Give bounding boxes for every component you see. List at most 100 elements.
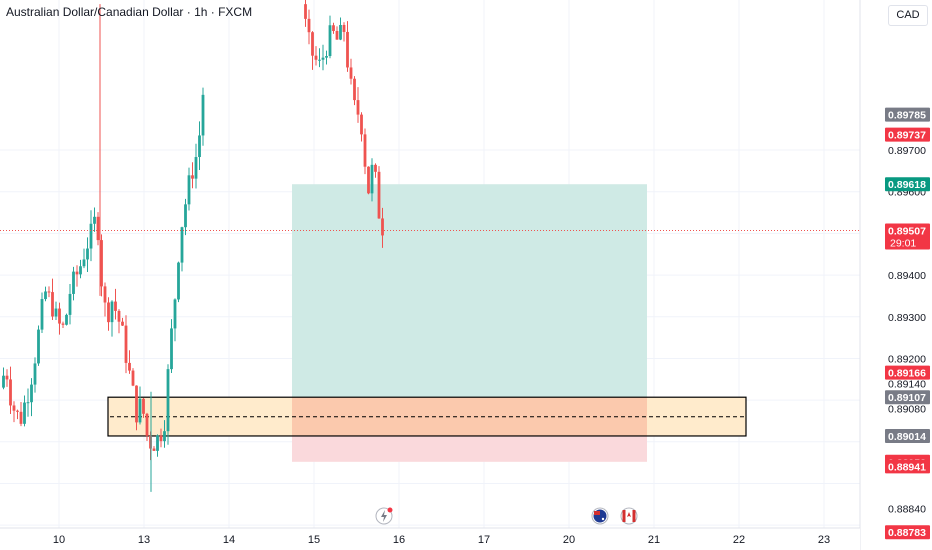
time-tick-label: 20 — [563, 534, 575, 546]
candle-body — [138, 398, 142, 423]
candle-body — [356, 100, 360, 115]
candle-body — [65, 314, 68, 325]
candle-body — [37, 329, 40, 364]
candle-body — [54, 308, 58, 317]
candle-body — [16, 410, 19, 412]
candle-body — [110, 301, 114, 323]
price-label-tag — [885, 127, 930, 142]
candle-body — [314, 55, 318, 60]
price-tick-label: 0.89080 — [888, 403, 926, 415]
candle-body — [180, 227, 184, 263]
candle-body — [177, 262, 180, 300]
candle-body — [367, 166, 370, 194]
price-tick-label: 0.89140 — [888, 378, 926, 390]
lightning-icon[interactable] — [375, 507, 393, 525]
candle-body — [381, 218, 384, 236]
candle-body — [128, 362, 131, 371]
candle-body — [19, 411, 23, 424]
candle-body — [304, 4, 307, 19]
candle-body — [349, 67, 353, 79]
candle-body — [321, 57, 325, 60]
time-tick-label: 13 — [138, 534, 150, 546]
candle-body — [318, 59, 321, 61]
candle-body — [184, 204, 187, 228]
candle-body — [339, 24, 342, 40]
candle-body — [335, 31, 339, 40]
candle-body — [40, 299, 44, 330]
time-tick-label: 21 — [648, 534, 660, 546]
time-tick-label: 15 — [308, 534, 320, 546]
candle-body — [9, 379, 12, 406]
position-tool[interactable] — [107, 184, 747, 462]
candle-body — [86, 248, 89, 260]
price-tick-label: 0.89200 — [888, 353, 926, 365]
price-label-tag — [885, 390, 930, 405]
time-tick-label: 14 — [223, 534, 235, 546]
candle-body — [26, 402, 30, 404]
candle-body — [332, 25, 335, 32]
candle-body — [75, 271, 79, 275]
candle-body — [89, 223, 93, 249]
price-axis[interactable]: 0.897000.896000.894000.893000.892000.891… — [859, 0, 932, 550]
candle-body — [58, 308, 61, 324]
time-tick-label: 10 — [53, 534, 65, 546]
candle-body — [30, 384, 33, 403]
candle-body — [51, 292, 54, 317]
price-label-text: 0.89507 — [888, 225, 926, 237]
price-tick-label: 0.89400 — [888, 270, 926, 282]
time-axis-bg — [0, 528, 860, 550]
flag-star — [601, 517, 605, 521]
candle-body — [124, 325, 128, 363]
candle-body — [142, 398, 145, 414]
candle-body — [44, 291, 47, 300]
price-label-text: 0.89618 — [888, 179, 926, 191]
chart-title: Australian Dollar/Canadian Dollar · 1h ·… — [6, 5, 253, 19]
price-label-tag — [885, 459, 930, 474]
candle-body — [374, 164, 377, 172]
candle-body — [198, 135, 201, 158]
flag-union — [594, 511, 600, 515]
candle-body — [156, 435, 159, 451]
price-label-tag — [885, 525, 930, 540]
candle-body — [107, 302, 110, 323]
candle-body — [114, 301, 117, 311]
candle-body — [353, 78, 356, 101]
price-tick-label: 0.88840 — [888, 503, 926, 515]
candle-body — [61, 323, 65, 325]
candle-body — [33, 363, 37, 385]
price-tick-label: 0.89700 — [888, 145, 926, 157]
candle-body — [152, 448, 156, 451]
target-zone — [292, 184, 647, 416]
price-label-text: 0.89014 — [888, 431, 926, 443]
candle-body — [79, 266, 82, 275]
candle-body — [117, 310, 121, 322]
candle-body — [194, 157, 198, 179]
candle-body — [47, 291, 51, 293]
candle-body — [23, 402, 26, 424]
candle-body — [131, 370, 135, 386]
candle-body — [370, 164, 374, 194]
price-label-text: 0.88941 — [888, 461, 926, 473]
candle-body — [166, 369, 170, 432]
price-label-tag — [885, 428, 930, 443]
candle-body — [103, 286, 107, 303]
time-tick-label: 22 — [733, 534, 745, 546]
candle-body — [307, 18, 311, 33]
flag-band-left — [622, 510, 626, 522]
candle-body — [82, 259, 86, 267]
lightning-shape — [381, 510, 387, 522]
candles — [2, 0, 384, 492]
canada-flag-icon[interactable] — [620, 507, 638, 525]
price-label-text: 0.89737 — [888, 130, 926, 142]
price-label-tag — [885, 223, 930, 250]
currency-button[interactable]: CAD — [888, 5, 928, 26]
time-axis[interactable]: 10 13 14 15 16 17 20 21 22 23 — [0, 507, 860, 550]
australia-flag-icon[interactable] — [591, 507, 609, 525]
candle-body — [325, 56, 328, 58]
flag-band-right — [632, 510, 636, 522]
candle-body — [96, 216, 100, 241]
candle-body — [163, 431, 166, 442]
candle-body — [173, 299, 177, 329]
candle-body — [2, 375, 5, 388]
